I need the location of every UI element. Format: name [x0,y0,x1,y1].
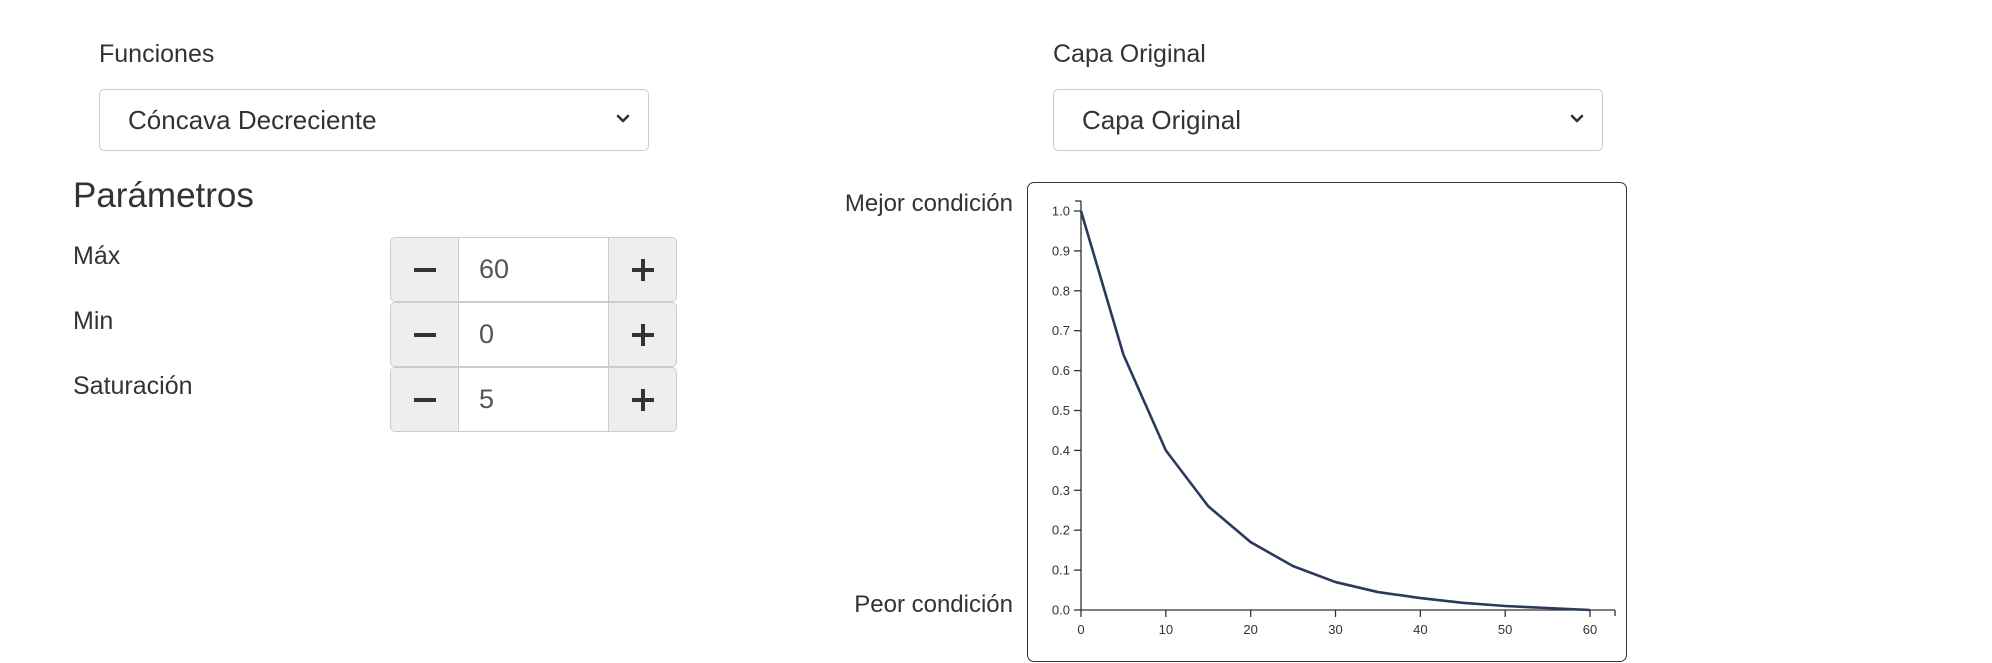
function-chart: 0.0 0.1 0.2 0.3 0.4 0.5 0.6 0.7 0.8 0.9 1.0 0 10 20 30… [1027,182,1627,662]
saturation-decrement-button[interactable] [391,368,459,431]
param-max-label: Máx [73,242,121,270]
layer-label: Capa Original [1053,40,1206,68]
x-tick-label: 0 [1077,622,1084,637]
y-tick-label: 0.1 [1052,563,1070,578]
min-increment-button[interactable] [608,303,676,366]
saturation-value[interactable]: 5 [479,384,495,414]
y-tick-label: 0.0 [1052,603,1070,618]
max-increment-button[interactable] [608,238,676,301]
y-tick-label: 1.0 [1052,204,1070,219]
plus-icon [631,388,654,411]
y-tick-label: 0.7 [1052,323,1070,338]
minus-icon [413,267,436,272]
x-tick-label: 60 [1583,622,1597,637]
y-tick-label: 0.6 [1052,363,1070,378]
max-stepper[interactable]: 60 [390,237,677,302]
best-condition-label: Mejor condición [844,190,1013,217]
min-value[interactable]: 0 [479,319,495,349]
chevron-down-icon [1570,114,1584,123]
functions-label: Funciones [99,40,215,68]
y-tick-label: 0.4 [1052,443,1070,458]
saturation-increment-button[interactable] [608,368,676,431]
x-tick-label: 50 [1498,622,1512,637]
function-chart-svg: 0.0 0.1 0.2 0.3 0.4 0.5 0.6 0.7 0.8 0.9 1.0 0 10 20 30… [1052,200,1616,637]
functions-select[interactable]: Cóncava Decreciente [99,89,649,151]
y-tick-label: 0.5 [1052,403,1070,418]
layer-selected-value: Capa Original [1082,104,1241,135]
max-value[interactable]: 60 [479,254,510,284]
x-tick-label: 20 [1243,622,1257,637]
x-tick-label: 10 [1159,622,1173,637]
min-stepper[interactable]: 0 [390,302,677,367]
functions-selected-value: Cóncava Decreciente [128,104,377,135]
y-tick-label: 0.2 [1052,523,1070,538]
series-line [1079,210,1591,612]
worst-condition-label: Peor condición [854,591,1013,618]
x-tick-label: 30 [1328,622,1342,637]
y-tick-label: 0.8 [1052,283,1070,298]
layer-select[interactable]: Capa Original [1053,89,1603,151]
y-tick-label: 0.9 [1052,243,1070,258]
plus-icon [631,323,654,346]
max-decrement-button[interactable] [391,238,459,301]
saturation-stepper[interactable]: 5 [390,367,677,432]
minus-icon [413,332,436,337]
param-min-label: Min [73,307,114,335]
param-saturation-label: Saturación [73,372,193,400]
minus-icon [413,397,436,402]
chevron-down-icon [616,114,630,123]
y-tick-label: 0.3 [1052,483,1070,498]
min-decrement-button[interactable] [391,303,459,366]
plus-icon [631,258,654,281]
x-tick-label: 40 [1413,622,1427,637]
parameters-title: Parámetros [73,176,254,215]
